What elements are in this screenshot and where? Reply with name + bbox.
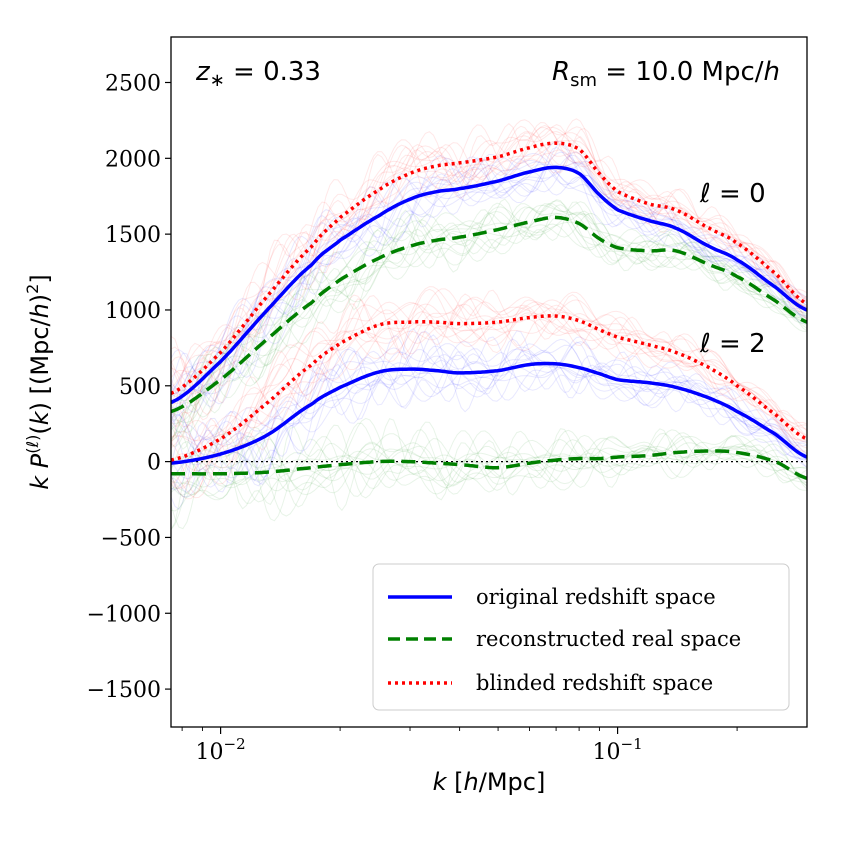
sample-curve — [171, 422, 807, 500]
series-line-original-redshift-space-2 — [171, 361, 807, 465]
sample-curve — [171, 295, 807, 459]
sample-curve — [171, 151, 807, 378]
y-tick-label: 1000 — [105, 299, 161, 324]
sample-curve — [171, 126, 807, 428]
y-tick-label: 500 — [119, 375, 161, 400]
sample-curve — [171, 140, 807, 425]
plot-frame — [170, 36, 808, 728]
sample-curve — [171, 210, 807, 441]
sample-curve — [171, 296, 807, 500]
series-line-blinded-redshift-space-0 — [171, 141, 807, 395]
sample-curve — [171, 127, 807, 421]
sample-curve — [171, 336, 807, 486]
y-tick-label: 0 — [147, 451, 161, 476]
sample-curve — [171, 202, 807, 421]
sample-curve — [171, 327, 807, 510]
legend: original redshift space reconstructed re… — [372, 563, 790, 711]
sample-curve — [171, 350, 807, 491]
monopole-annotation: ℓ = 0 — [699, 179, 766, 209]
quadrupole-annotation: ℓ = 2 — [699, 329, 766, 359]
series-line-blinded-redshift-space-2 — [171, 314, 807, 462]
sample-curve — [171, 343, 807, 467]
y-axis-ticks: −1500 −1000 −500 0 500 1000 1500 2000 2500 — [87, 71, 171, 703]
sample-curve — [171, 139, 807, 404]
series-layer — [171, 141, 807, 480]
sample-curve — [171, 429, 807, 508]
sample-curve — [171, 126, 807, 394]
sample-curve — [171, 151, 807, 405]
sample-curve — [171, 143, 807, 408]
sample-curve — [171, 146, 807, 394]
sample-curve — [171, 334, 807, 493]
legend-label-original: original redshift space — [476, 585, 716, 609]
sample-curve — [171, 206, 807, 433]
y-tick-label: −500 — [101, 526, 161, 551]
sample-curve — [171, 204, 807, 414]
x-axis-ticks: 10−2 10−1 — [181, 727, 738, 765]
sample-curve — [171, 121, 807, 415]
sample-curve — [171, 293, 807, 495]
sample-curve — [171, 119, 807, 395]
sample-curve — [171, 442, 807, 496]
sample-curve — [171, 349, 807, 491]
y-tick-label: −1500 — [87, 678, 161, 703]
sample-curve — [171, 335, 807, 494]
x-axis-label: k [h/Mpc] — [433, 768, 546, 796]
y-tick-label: 2500 — [105, 71, 161, 96]
sample-curve — [171, 153, 807, 402]
sample-curve — [171, 286, 807, 499]
y-tick-label: −1000 — [87, 602, 161, 627]
y-tick-label: 1500 — [105, 223, 161, 248]
sample-curve — [171, 211, 807, 425]
sample-realizations — [171, 118, 807, 531]
smoothing-annotation: Rsm = 10.0 Mpc/h — [552, 57, 780, 91]
sample-curve — [171, 124, 807, 393]
sample-curve — [171, 417, 807, 530]
sample-curve — [171, 435, 807, 504]
legend-box — [372, 563, 790, 711]
sample-curve — [171, 200, 807, 431]
sample-curve — [171, 288, 807, 454]
legend-label-reconstructed: reconstructed real space — [476, 627, 741, 651]
series-line-reconstructed-real-space-2 — [171, 449, 807, 480]
sample-curve — [171, 336, 807, 487]
series-line-reconstructed-real-space-0 — [171, 215, 807, 414]
sample-curve — [171, 198, 807, 450]
legend-label-blinded: blinded redshift space — [476, 671, 713, 695]
sample-curve — [171, 203, 807, 418]
sample-curve — [171, 123, 807, 404]
sample-curve — [171, 302, 807, 472]
series-line-original-redshift-space-0 — [171, 165, 807, 405]
sample-curve — [171, 289, 807, 463]
sample-curve — [171, 441, 807, 493]
sample-curve — [171, 154, 807, 422]
sample-curve — [171, 417, 807, 531]
sample-curve — [171, 118, 807, 416]
sample-curve — [171, 299, 807, 444]
redshift-annotation: z∗ = 0.33 — [195, 57, 321, 91]
y-tick-label: 2000 — [105, 147, 161, 172]
sample-curve — [171, 162, 807, 398]
x-tick-label: 10−1 — [593, 735, 643, 765]
y-axis-label: k P(ℓ)(k) [(Mpc/h)2] — [23, 274, 54, 490]
sample-curve — [171, 421, 807, 530]
sample-curve — [171, 157, 807, 431]
sample-curve — [171, 201, 807, 440]
sample-curve — [171, 124, 807, 412]
sample-curve — [171, 288, 807, 485]
x-tick-label: 10−2 — [196, 735, 246, 765]
sample-curve — [171, 152, 807, 396]
sample-curve — [171, 296, 807, 490]
